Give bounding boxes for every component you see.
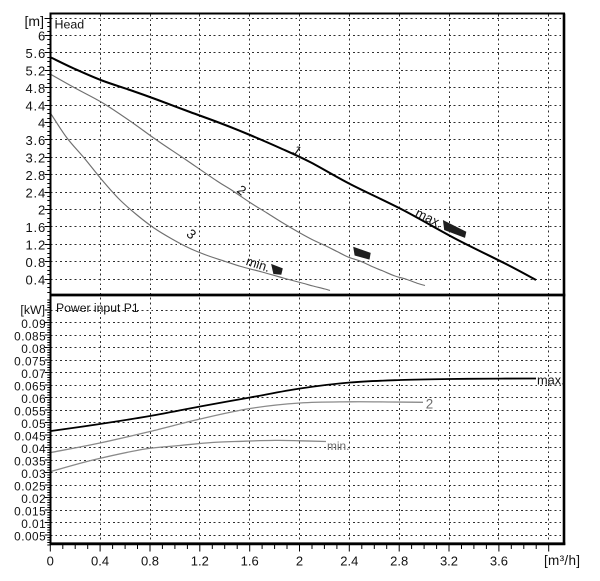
svg-text:0.035: 0.035 (14, 454, 46, 468)
svg-text:0.02: 0.02 (21, 492, 46, 506)
svg-text:5.2: 5.2 (26, 64, 46, 79)
svg-text:0.075: 0.075 (14, 354, 46, 368)
svg-text:0: 0 (47, 554, 54, 569)
svg-text:0.4: 0.4 (26, 272, 46, 287)
svg-text:0.025: 0.025 (14, 479, 46, 493)
svg-text:max.: max. (537, 373, 565, 388)
svg-text:2: 2 (38, 203, 46, 218)
svg-text:3.6: 3.6 (26, 133, 46, 148)
svg-text:0.01: 0.01 (21, 517, 46, 531)
svg-text:1.2: 1.2 (26, 238, 46, 253)
svg-text:0.085: 0.085 (14, 329, 46, 343)
svg-text:0.055: 0.055 (14, 404, 46, 418)
svg-text:[kW]: [kW] (20, 303, 45, 317)
svg-text:[m]: [m] (25, 13, 44, 29)
svg-text:3.2: 3.2 (440, 554, 458, 569)
svg-text:0.06: 0.06 (21, 392, 46, 406)
svg-text:1.2: 1.2 (191, 554, 209, 569)
svg-text:2.8: 2.8 (390, 554, 408, 569)
svg-text:3.6: 3.6 (490, 554, 508, 569)
svg-text:0.05: 0.05 (21, 417, 46, 431)
svg-text:4.4: 4.4 (26, 98, 46, 113)
svg-text:0.005: 0.005 (14, 529, 46, 543)
svg-text:3.2: 3.2 (26, 151, 46, 166)
svg-text:4: 4 (38, 116, 46, 131)
svg-text:2: 2 (296, 554, 303, 569)
svg-text:2.4: 2.4 (340, 554, 358, 569)
svg-text:0.8: 0.8 (26, 255, 46, 270)
svg-text:[m³/h]: [m³/h] (544, 553, 580, 568)
svg-text:1.6: 1.6 (26, 220, 46, 235)
svg-text:6: 6 (38, 29, 46, 44)
svg-text:0.065: 0.065 (14, 379, 46, 393)
svg-text:0.08: 0.08 (21, 342, 46, 356)
svg-text:Power input P1: Power input P1 (56, 301, 139, 315)
svg-text:2.8: 2.8 (26, 168, 46, 183)
svg-text:2.4: 2.4 (26, 185, 46, 200)
svg-text:0.09: 0.09 (21, 317, 46, 331)
svg-text:Head: Head (55, 17, 85, 31)
svg-text:min.: min. (244, 253, 272, 275)
svg-text:min.: min. (327, 439, 349, 453)
svg-text:0.4: 0.4 (91, 554, 109, 569)
svg-text:2: 2 (426, 397, 433, 412)
svg-text:0.07: 0.07 (21, 367, 46, 381)
svg-text:0.8: 0.8 (141, 554, 159, 569)
svg-text:0.045: 0.045 (14, 429, 46, 443)
svg-text:4.8: 4.8 (26, 81, 46, 96)
svg-text:1.6: 1.6 (241, 554, 259, 569)
svg-text:0.04: 0.04 (21, 442, 46, 456)
svg-text:0.03: 0.03 (21, 467, 46, 481)
svg-text:0.015: 0.015 (14, 504, 46, 518)
svg-text:5.6: 5.6 (26, 46, 46, 61)
